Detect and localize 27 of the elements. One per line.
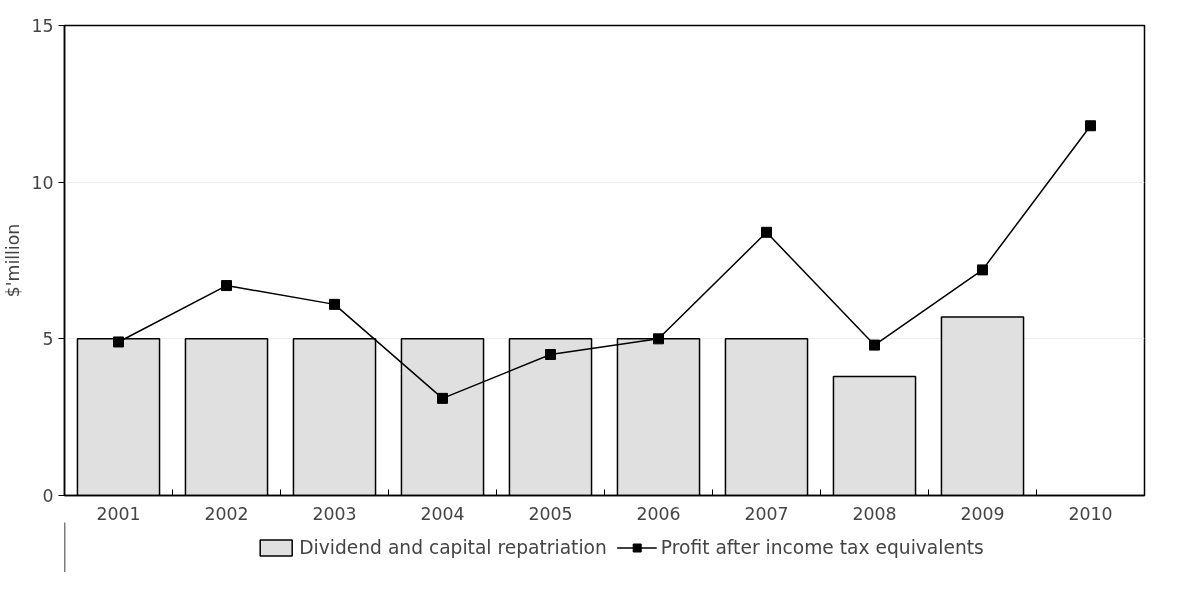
- point: [869, 339, 880, 351]
- x-tick-label: 2003: [312, 503, 357, 524]
- point: [1085, 120, 1096, 132]
- x-tick-label: 2004: [420, 503, 465, 524]
- point: [221, 280, 232, 292]
- y-tick-label: 15: [31, 16, 54, 36]
- legend-label: Profit after income tax equivalents: [660, 536, 984, 558]
- point: [437, 392, 448, 404]
- point: [761, 226, 772, 238]
- y-tick-label: 5: [42, 329, 54, 350]
- point: [329, 298, 340, 310]
- x-tick-label: 2010: [1068, 503, 1113, 524]
- x-tick-label: 2008: [852, 503, 897, 524]
- legend-label: Dividend and capital repatriation: [299, 536, 607, 558]
- x-tick-label: 2006: [636, 503, 681, 524]
- point: [113, 336, 124, 348]
- x-tick-label: 2005: [528, 503, 573, 524]
- x-tick-label: 2001: [96, 503, 141, 524]
- point: [977, 264, 988, 276]
- x-tick-label: 2002: [204, 503, 249, 524]
- y-axis-title: $'million: [3, 223, 24, 298]
- x-tick-label: 2009: [960, 503, 1005, 524]
- x-tick-label: 2007: [744, 503, 789, 524]
- y-tick-label: 10: [31, 172, 54, 193]
- y-tick-label: 0: [42, 486, 54, 506]
- point: [653, 333, 664, 345]
- point: [545, 349, 556, 360]
